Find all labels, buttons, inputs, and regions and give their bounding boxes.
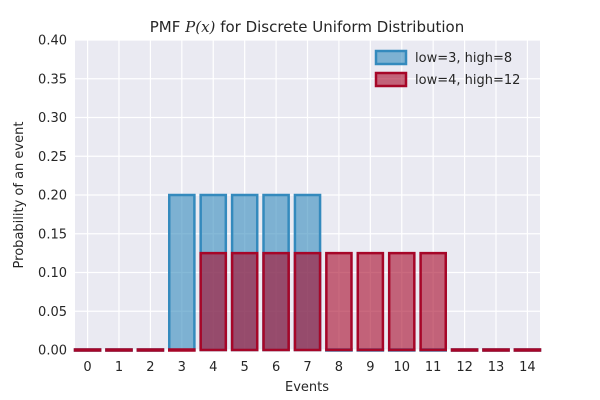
- x-tick-label: 8: [335, 360, 343, 375]
- legend-label-series-1: low=3, high=8: [415, 51, 512, 66]
- bar-series-2-x-14: [513, 348, 542, 352]
- y-tick-label: 0.10: [38, 266, 67, 281]
- bar-series-2-x-5: [230, 251, 259, 352]
- bar-series-2-x-2: [136, 348, 165, 352]
- bar-series-2-x-13: [482, 348, 510, 352]
- bar-series-2-x-8: [325, 251, 353, 352]
- x-tick-label: 11: [425, 360, 442, 375]
- x-tick-label: 4: [209, 360, 217, 375]
- legend-swatch-series-1: [374, 49, 408, 66]
- y-tick-label: 0.30: [38, 111, 67, 126]
- x-tick-label: 6: [272, 360, 280, 375]
- y-axis-label: Probability of an event: [12, 122, 27, 269]
- x-tick-label: 10: [393, 360, 410, 375]
- bar-series-2-x-11: [419, 251, 447, 352]
- bars: [73, 193, 542, 352]
- bar-series-2-x-12: [450, 348, 479, 352]
- x-tick-label: 13: [488, 360, 505, 375]
- y-tick-label: 0.20: [38, 189, 67, 204]
- bar-series-1-x-3: [168, 193, 196, 352]
- bar-series-2-x-0: [73, 348, 102, 352]
- x-axis-label: Events: [285, 380, 329, 395]
- chart-title-math: P(x): [184, 18, 215, 36]
- bar-series-2-x-1: [105, 348, 133, 352]
- x-tick-label: 9: [366, 360, 374, 375]
- y-tick-labels: 0.00 0.05 0.10 0.15 0.20 0.25 0.30 0.35 0.40: [38, 34, 67, 359]
- bar-series-2-x-3: [168, 348, 196, 352]
- y-tick-label: 0.25: [38, 150, 67, 165]
- x-tick-label: 14: [519, 360, 536, 375]
- chart-title: PMF P(x) for Discrete Uniform Distributi…: [150, 18, 464, 36]
- x-tick-label: 12: [456, 360, 473, 375]
- legend: low=3, high=8 low=4, high=12: [374, 49, 520, 88]
- bar-series-2-x-10: [387, 251, 416, 352]
- y-tick-label: 0.00: [38, 344, 67, 359]
- y-tick-label: 0.35: [38, 72, 67, 87]
- x-tick-labels: 0 1 2 3 4 5 6 7 8 9 10 11 12 13 14: [83, 360, 535, 375]
- x-tick-label: 1: [115, 360, 123, 375]
- bar-series-2-x-6: [262, 251, 290, 352]
- bar-series-2-x-9: [356, 251, 385, 352]
- bar-series-2-x-7: [293, 251, 322, 352]
- y-tick-label: 0.05: [38, 305, 67, 320]
- legend-label-series-2: low=4, high=12: [415, 73, 520, 88]
- y-tick-label: 0.40: [38, 34, 67, 49]
- x-tick-label: 0: [83, 360, 91, 375]
- legend-swatch-series-2: [374, 71, 408, 88]
- x-tick-label: 7: [303, 360, 311, 375]
- y-tick-label: 0.15: [38, 227, 67, 242]
- x-tick-label: 2: [146, 360, 154, 375]
- x-tick-label: 5: [241, 360, 249, 375]
- x-tick-label: 3: [178, 360, 186, 375]
- bar-series-2-x-4: [199, 251, 228, 352]
